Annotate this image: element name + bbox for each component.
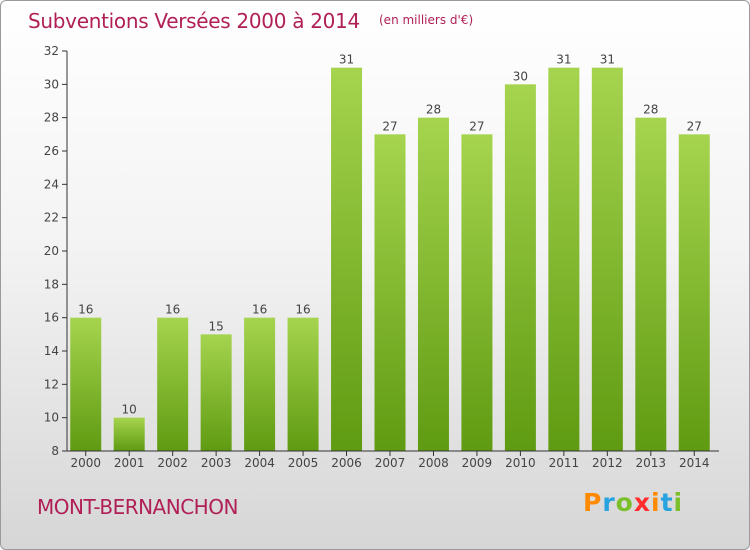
bar-value-label: 10 — [122, 403, 137, 417]
y-tick-label: 18 — [44, 277, 59, 291]
bar-value-label: 16 — [165, 303, 180, 317]
bar — [635, 117, 667, 452]
x-tick-label: 2004 — [244, 456, 275, 470]
y-tick-label: 30 — [44, 77, 59, 91]
bar-value-label: 27 — [687, 119, 702, 133]
logo-letter: P — [583, 488, 603, 517]
bar — [287, 317, 319, 451]
bar-value-label: 16 — [252, 303, 267, 317]
bar — [591, 67, 623, 452]
y-tick-label: 14 — [44, 344, 59, 358]
x-tick-label: 2010 — [505, 456, 536, 470]
y-tick-label: 24 — [44, 177, 59, 191]
y-tick-label: 8 — [51, 444, 59, 458]
bar — [678, 134, 710, 452]
x-tick-label: 2012 — [592, 456, 623, 470]
logo-letter: i — [651, 488, 661, 517]
bar-value-label: 31 — [556, 53, 571, 67]
y-tick-label: 26 — [44, 144, 59, 158]
y-tick-label: 12 — [44, 377, 59, 391]
bar — [113, 417, 145, 451]
bar-value-label: 28 — [643, 103, 658, 117]
bar — [157, 317, 189, 451]
y-tick-label: 20 — [44, 244, 59, 258]
bar-value-label: 28 — [426, 103, 441, 117]
bar-value-label: 31 — [600, 53, 615, 67]
x-tick-label: 2013 — [636, 456, 667, 470]
proxiti-logo[interactable]: Proxiti — [583, 488, 683, 517]
x-tick-label: 2003 — [201, 456, 232, 470]
y-tick-label: 16 — [44, 311, 59, 325]
value-labels: 16 10 16 15 16 16 31 27 28 27 30 31 31 28 27 — [78, 53, 702, 417]
x-tick-label: 2002 — [157, 456, 188, 470]
logo-letter: x — [633, 488, 651, 517]
y-tick-label: 22 — [44, 211, 59, 225]
logo-letter: i — [673, 488, 684, 517]
bar — [244, 317, 276, 451]
x-tick-label: 2000 — [70, 456, 101, 470]
x-tick-label: 2001 — [114, 456, 145, 470]
bar — [200, 334, 232, 451]
y-tick-label: 28 — [44, 111, 59, 125]
bar-value-label: 30 — [513, 69, 528, 83]
chart-unit-label: (en milliers d'€) — [379, 13, 474, 27]
bar — [548, 67, 580, 452]
x-tick-label: 2007 — [375, 456, 406, 470]
bar — [417, 117, 449, 452]
x-tick-label: 2008 — [418, 456, 449, 470]
title-row: Subventions Versées 2000 à 2014 (en mill… — [28, 9, 473, 33]
chart-title: Subventions Versées 2000 à 2014 — [28, 9, 360, 33]
y-tick-label: 32 — [44, 44, 59, 58]
logo-letter: t — [660, 488, 674, 517]
y-axis: 8 10 12 14 16 18 20 22 24 26 28 30 32 — [44, 44, 68, 458]
bar — [331, 67, 363, 452]
logo-letter: o — [615, 488, 634, 517]
bar-value-label: 15 — [208, 319, 223, 333]
bar-value-label: 16 — [295, 303, 310, 317]
y-tick-label: 10 — [44, 411, 59, 425]
commune-name: MONT-BERNANCHON — [37, 495, 238, 519]
bar — [461, 134, 493, 452]
bar — [374, 134, 406, 452]
x-tick-label: 2009 — [462, 456, 493, 470]
bar-value-label: 16 — [78, 303, 93, 317]
x-tick-label: 2014 — [679, 456, 710, 470]
logo-letter: r — [602, 488, 616, 517]
x-tick-label: 2006 — [331, 456, 362, 470]
bar-value-label: 27 — [469, 119, 484, 133]
x-axis: 2000 2001 2002 2003 2004 2005 2006 2007 2008 2009… — [67, 450, 719, 470]
bar-value-label: 31 — [339, 53, 354, 67]
bar — [504, 84, 536, 451]
x-tick-label: 2005 — [288, 456, 319, 470]
bar — [70, 317, 102, 451]
bar-value-label: 27 — [382, 119, 397, 133]
bars — [70, 67, 710, 452]
x-tick-label: 2011 — [549, 456, 580, 470]
